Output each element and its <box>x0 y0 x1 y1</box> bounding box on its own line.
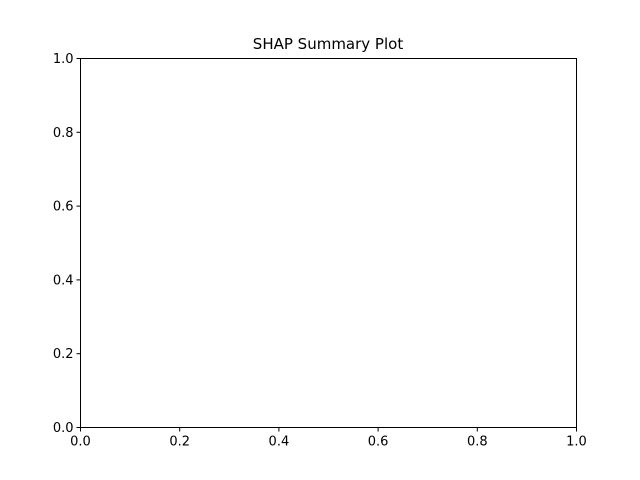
x-tick-label: 0.6 <box>368 435 389 450</box>
plot-area-frame <box>80 58 577 428</box>
y-tick-label: 0.6 <box>53 200 74 215</box>
chart-title: SHAP Summary Plot <box>253 35 404 53</box>
x-tick-label: 0.8 <box>467 435 488 450</box>
y-tick-label: 0.8 <box>53 126 74 141</box>
y-tick-label: 1.0 <box>53 52 74 67</box>
y-axis: 0.0 0.2 0.4 0.6 0.8 1.0 <box>53 52 81 436</box>
y-tick-label: 0.2 <box>53 347 74 362</box>
x-tick-label: 0.4 <box>269 435 290 450</box>
x-tick-label: 0.2 <box>169 435 190 450</box>
y-tick-label: 0.4 <box>53 273 74 288</box>
y-tick-label: 0.0 <box>53 421 74 436</box>
x-axis: 0.0 0.2 0.4 0.6 0.8 1.0 <box>70 427 587 450</box>
x-tick-label: 1.0 <box>566 435 587 450</box>
x-tick-label: 0.0 <box>70 435 91 450</box>
